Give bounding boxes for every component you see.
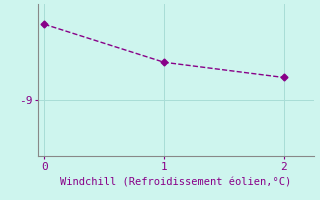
X-axis label: Windchill (Refroidissement éolien,°C): Windchill (Refroidissement éolien,°C): [60, 177, 292, 187]
